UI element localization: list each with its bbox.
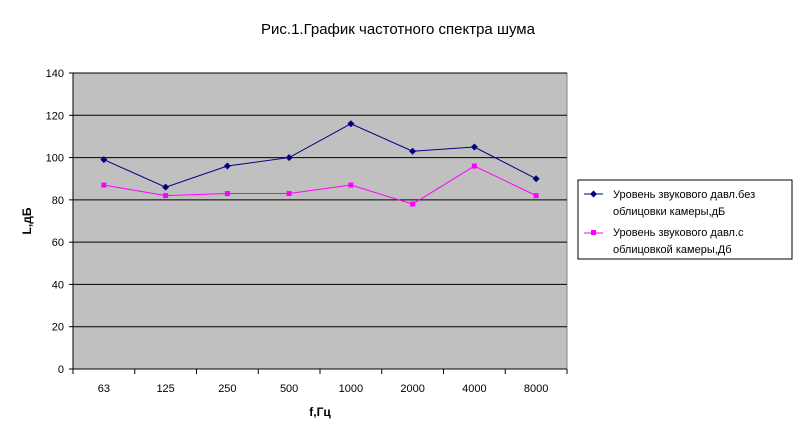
point-s0-7	[532, 175, 540, 183]
y-tick-label-6: 120	[46, 110, 64, 122]
legend-label-0-line1: Уровень звукового давл.без	[613, 189, 755, 201]
point-s0-6	[470, 143, 478, 151]
chart-title: Рис.1.График частотного спектра шума	[261, 21, 536, 38]
legend: Уровень звукового давл.без облицовки кам…	[577, 179, 793, 260]
legend-box	[577, 179, 793, 260]
point-s1-4	[348, 182, 354, 188]
y-tick-label-3: 60	[52, 237, 64, 249]
y-tick-label-7: 140	[46, 68, 64, 80]
point-s0-5	[409, 147, 417, 155]
axes: 0 20 40 60 80 100 120 140 63 125 250 500 1000 2000 400…	[46, 68, 568, 395]
point-s1-5	[410, 201, 416, 207]
legend-label-0-line2: облицовки камеры,дБ	[613, 206, 725, 218]
x-axis-label: f,Гц	[309, 405, 331, 419]
x-tick-label-2: 250	[218, 383, 236, 395]
x-tick-label-5: 2000	[400, 383, 424, 395]
point-s1-6	[471, 163, 477, 169]
series-1	[101, 163, 539, 207]
x-tick-label-0: 63	[98, 383, 110, 395]
series-group	[100, 120, 540, 207]
series-line-1	[103, 165, 537, 205]
x-tick-label-6: 4000	[462, 383, 486, 395]
y-tick-label-4: 80	[52, 195, 64, 207]
y-tick-label-0: 0	[58, 364, 64, 376]
legend-marker-diamond-icon	[590, 190, 597, 198]
point-s1-2	[224, 191, 230, 197]
point-s0-4	[347, 120, 355, 128]
y-axis-label: L,дБ	[20, 207, 34, 234]
y-tick-label-5: 100	[46, 153, 64, 165]
x-tick-label-1: 125	[156, 383, 174, 395]
x-tick-label-4: 1000	[339, 383, 363, 395]
point-s1-7	[533, 193, 539, 199]
legend-marker-square-icon	[591, 230, 596, 235]
gridlines	[73, 72, 567, 328]
point-s1-3	[286, 191, 292, 197]
y-tick-label-2: 40	[52, 279, 64, 291]
point-s0-3	[285, 154, 293, 162]
point-s0-2	[223, 162, 231, 170]
series-line-0	[103, 123, 537, 188]
series-0	[100, 120, 540, 191]
point-s1-1	[163, 193, 169, 199]
point-s0-0	[100, 156, 108, 164]
y-tick-label-1: 20	[52, 322, 64, 334]
legend-label-1-line1: Уровень звукового давл.с	[613, 227, 744, 239]
legend-label-1-line2: облицовкой камеры,Дб	[613, 244, 732, 256]
x-tick-label-3: 500	[280, 383, 298, 395]
plot-area	[72, 72, 568, 370]
x-tick-label-7: 8000	[524, 383, 548, 395]
point-s0-1	[162, 183, 170, 191]
point-s1-0	[101, 182, 107, 188]
